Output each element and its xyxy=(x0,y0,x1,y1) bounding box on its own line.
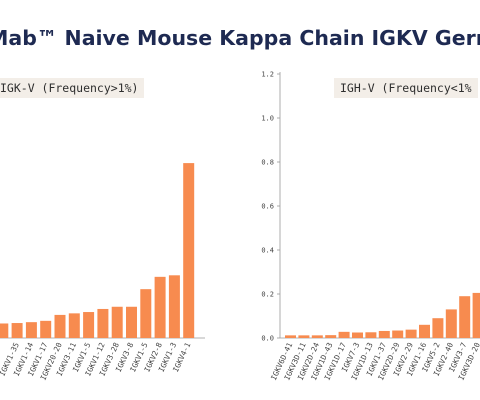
left-bar xyxy=(40,320,52,338)
left-panel-title: IGK-V (Frequency>1%) xyxy=(0,78,145,98)
right-bar xyxy=(445,309,457,338)
right-bar xyxy=(432,318,444,338)
left-bar xyxy=(183,163,195,338)
left-bar-chart: IGKV1-35IGKV1-14IGKV1-17IGKV20-20IGKV3-1… xyxy=(0,163,205,382)
right-bar xyxy=(285,335,296,338)
right-y-tick-label: 0.4 xyxy=(261,247,274,255)
right-bar xyxy=(311,335,323,338)
left-bar xyxy=(54,314,66,338)
left-bar xyxy=(154,276,166,338)
left-bar xyxy=(97,308,109,338)
right-y-tick-label: 1.0 xyxy=(261,115,274,123)
left-bar xyxy=(111,306,123,338)
left-bar xyxy=(168,275,180,338)
right-bar xyxy=(338,331,350,338)
left-bar xyxy=(126,306,137,338)
right-bar xyxy=(325,335,337,338)
right-bar xyxy=(352,332,363,338)
right-y-tick-label: 0.0 xyxy=(261,335,274,343)
right-bar xyxy=(298,335,310,338)
right-y-tick-label: 0.8 xyxy=(261,159,274,167)
left-bar xyxy=(25,322,37,338)
right-bar xyxy=(405,329,417,338)
chart-title: Mab™ Naive Mouse Kappa Chain IGKV Germli… xyxy=(0,26,480,50)
right-bar xyxy=(472,292,480,338)
left-bar xyxy=(83,312,95,338)
right-bar-chart: 0.00.20.40.60.81.01.2IGKV6D-41IGKV3D-11I… xyxy=(261,71,480,382)
right-bar xyxy=(419,324,430,338)
right-y-tick-label: 0.6 xyxy=(261,203,274,211)
right-y-tick-label: 1.2 xyxy=(261,71,274,79)
right-y-tick-label: 0.2 xyxy=(261,291,274,299)
right-bar xyxy=(459,296,471,338)
left-bar xyxy=(68,313,80,338)
right-bar xyxy=(365,332,377,338)
left-bar xyxy=(11,323,23,338)
right-bar xyxy=(378,330,390,338)
right-bar xyxy=(392,330,404,338)
left-bar xyxy=(140,289,152,338)
left-bar xyxy=(0,323,9,338)
right-panel-title: IGH-V (Frequency<1% xyxy=(334,78,478,98)
